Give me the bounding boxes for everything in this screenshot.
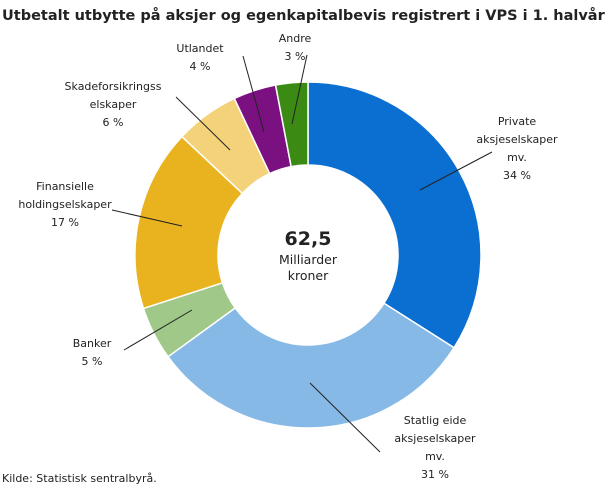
value-label: 17 % [51,216,79,229]
leader-line [111,209,183,227]
slice-label: Private aksjeselskaper mv. [476,115,558,164]
value-label: 5 % [82,355,103,368]
source: Kilde: Statistisk sentralbyrå. [2,472,157,485]
slice-label: Andre [279,32,312,45]
value-label: 31 % [421,468,449,481]
value-label: 4 % [190,60,211,73]
value-label: 3 % [285,50,306,63]
slice-label: Statlig eide aksjeselskaper mv. [394,414,476,463]
leader-line [419,151,493,191]
leader-line [242,55,265,133]
leader-line [309,382,381,453]
leader-line [291,54,308,125]
center-value: 62,5 [285,228,332,250]
leader-line [123,309,193,351]
value-label: 34 % [503,169,531,182]
slice-label: Finansielle holdingselskaper [18,180,112,211]
value-label: 6 % [103,116,124,129]
slice [274,81,309,168]
center-text: Milliarder kroner [279,252,338,283]
slice-label: Skadeforsikringss elskaper [65,80,162,111]
slice-label: Banker [73,337,112,350]
leader-line [175,96,231,151]
chart-title: Utbetalt utbytte på aksjer og egenkapita… [2,7,609,24]
slice [166,302,456,429]
slice-label: Utlandet [176,42,224,55]
slice [307,81,482,349]
